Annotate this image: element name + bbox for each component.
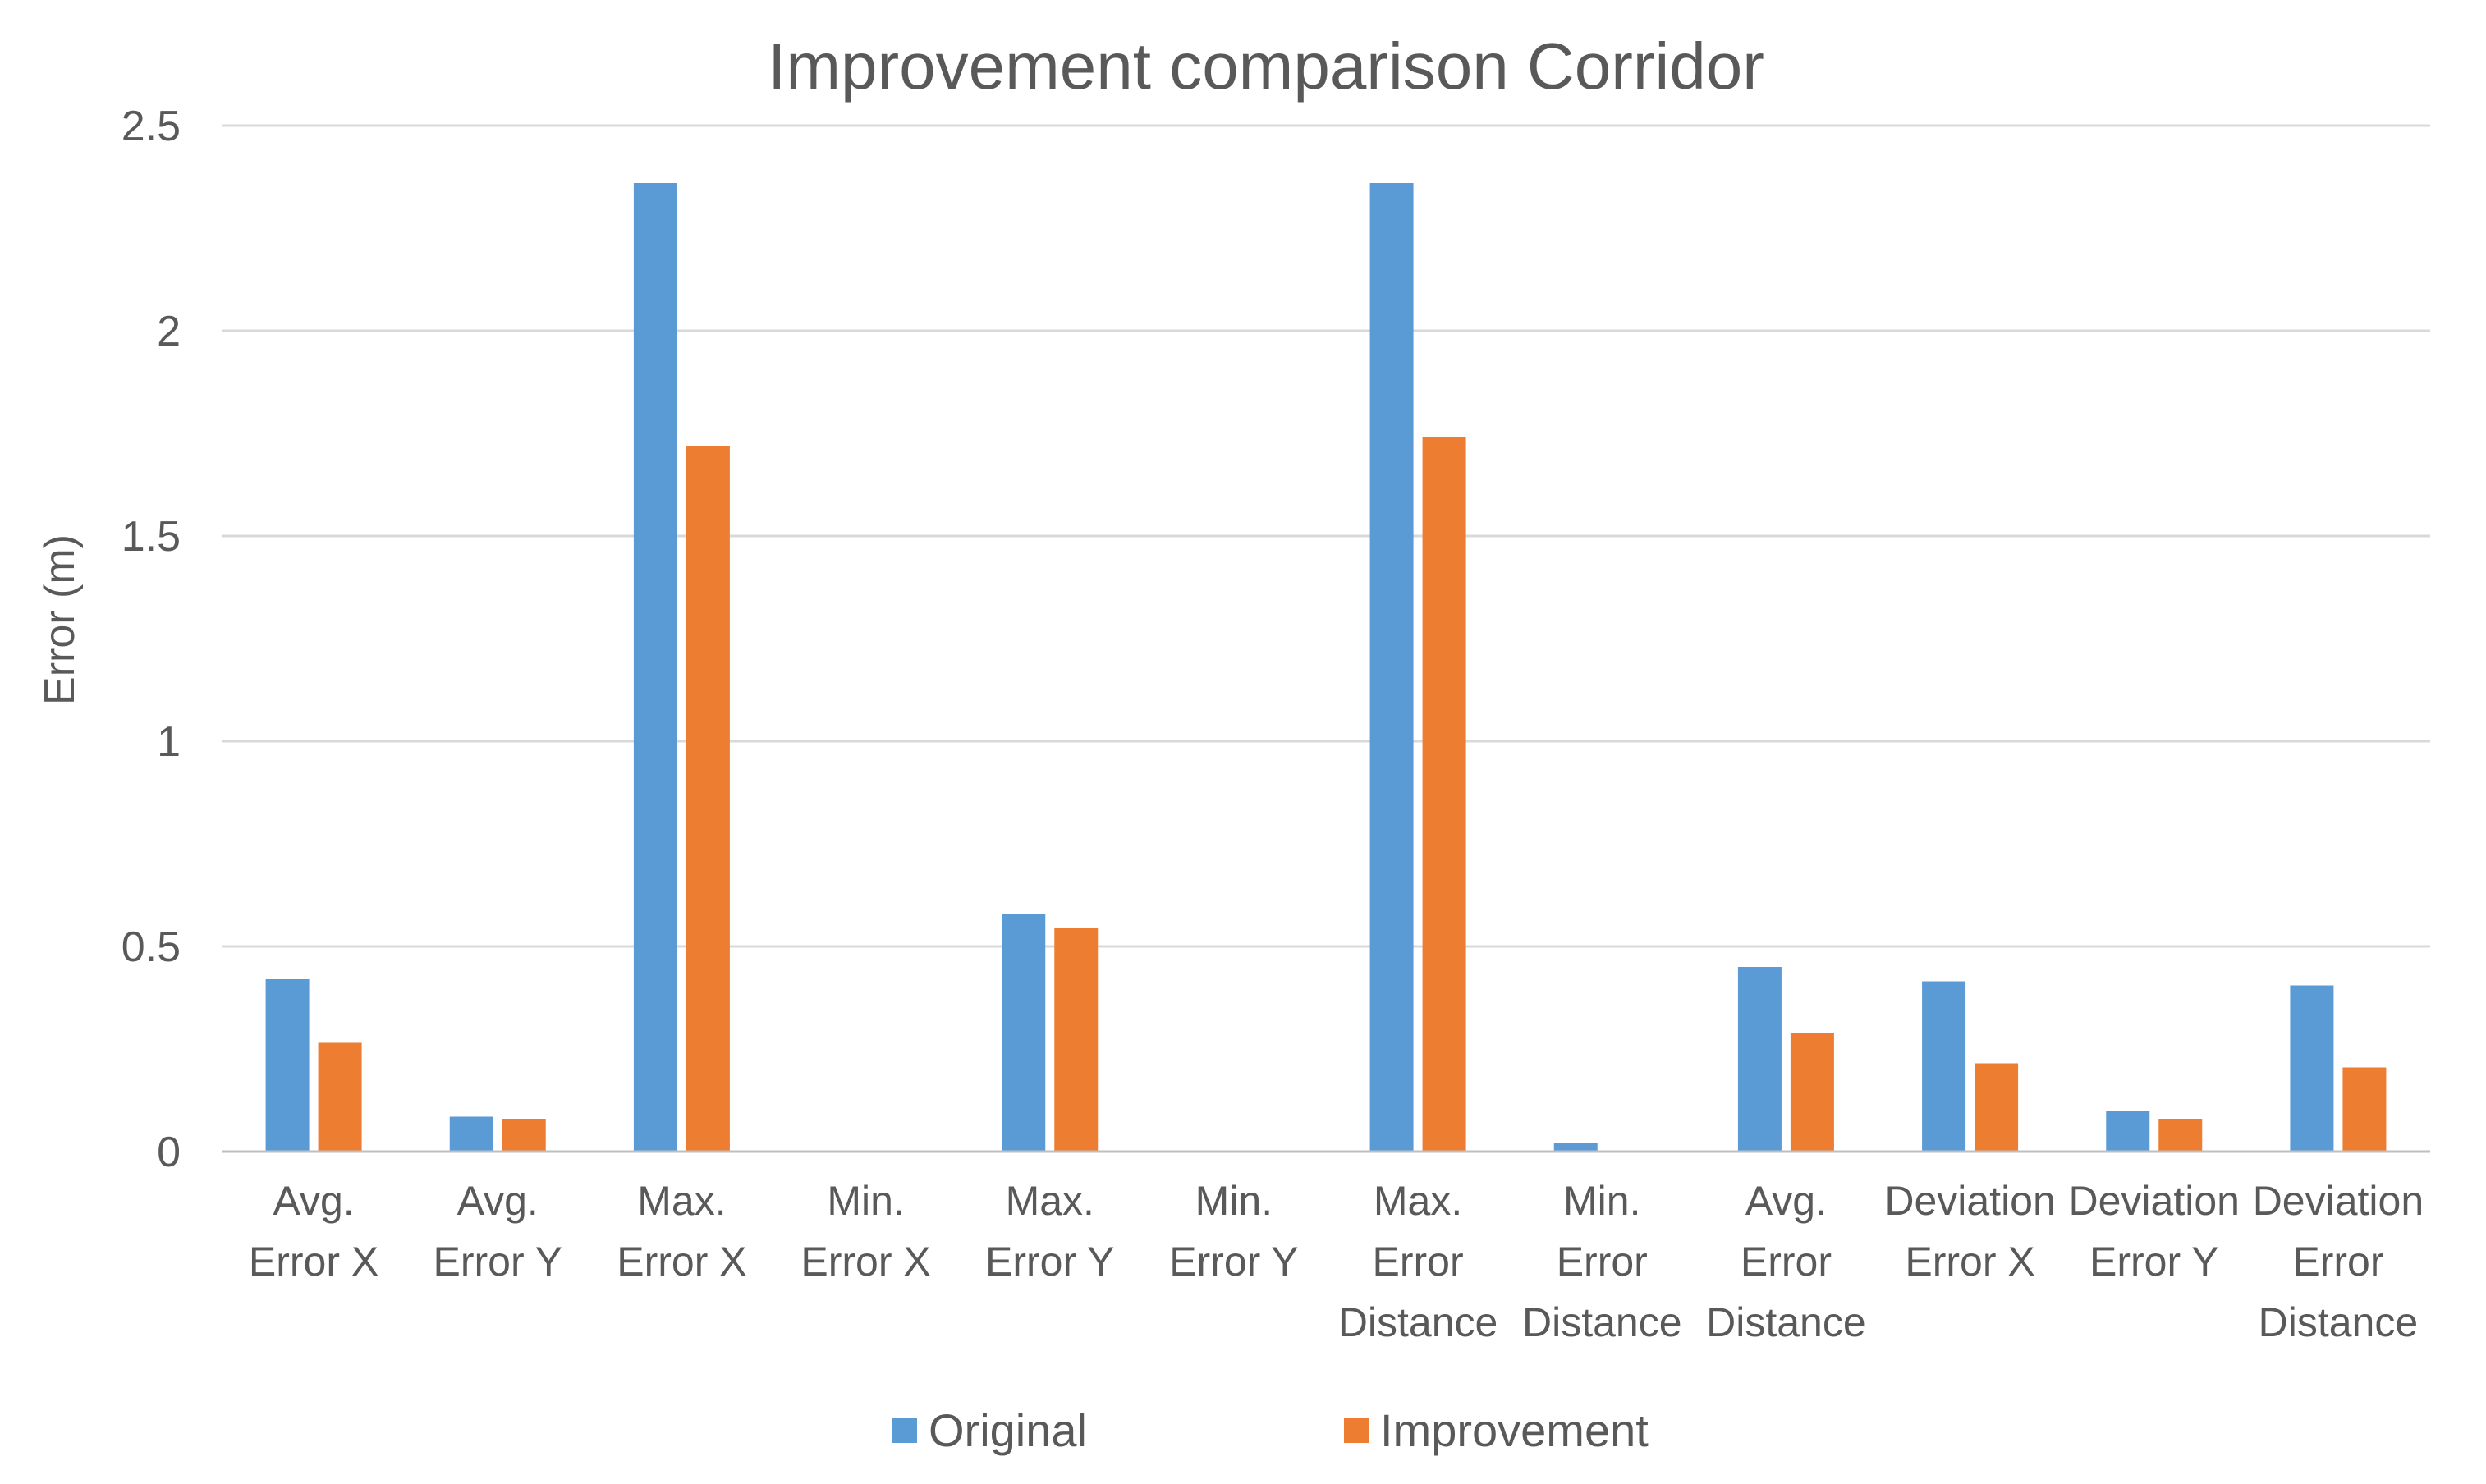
- x-tick-label: Deviation Error Y: [2069, 1178, 2240, 1285]
- bar-original-10: [2106, 1111, 2150, 1152]
- bar-original-9: [1922, 981, 1966, 1152]
- bar-original-2: [633, 183, 677, 1152]
- legend-label-improvement: Improvement: [1380, 1404, 1649, 1456]
- y-tick-label: 0.5: [122, 923, 181, 971]
- x-tick-label-line: Avg.: [1745, 1178, 1827, 1224]
- x-tick-label-line: Max.: [1006, 1178, 1094, 1224]
- x-tick-label-line: Error X: [249, 1239, 378, 1285]
- x-tick-label: Avg. Error X: [249, 1178, 378, 1285]
- x-tick-label-line: Deviation: [2069, 1178, 2240, 1224]
- bar-original-6: [1369, 183, 1414, 1152]
- x-axis-tick-labels: Avg. Error X Avg. Error Y Max. Error X Min. Err…: [249, 1178, 2424, 1345]
- x-tick-label: Avg. Error Distance: [1706, 1178, 1866, 1345]
- x-tick-label: Deviation Error Distance: [2253, 1178, 2424, 1345]
- bar-improvement-10: [2158, 1119, 2203, 1152]
- gridlines: [222, 124, 2430, 948]
- legend-label-original: Original: [929, 1404, 1087, 1456]
- y-tick-label: 0: [157, 1129, 181, 1176]
- x-tick-label-line: Distance: [2259, 1299, 2419, 1345]
- x-tick-label-line: Max.: [1374, 1178, 1462, 1224]
- bar-original-11: [2290, 985, 2334, 1152]
- x-tick-label: Min. Error X: [800, 1178, 930, 1285]
- x-tick-label-line: Error Y: [985, 1239, 1114, 1285]
- x-tick-label: Avg. Error Y: [433, 1178, 562, 1285]
- bar-improvement-1: [502, 1119, 546, 1152]
- y-tick-label: 1.5: [122, 513, 181, 561]
- x-tick-label-line: Deviation: [2253, 1178, 2424, 1224]
- x-tick-label-line: Error Y: [1169, 1239, 1298, 1285]
- bar-original-8: [1737, 967, 1782, 1152]
- bar-improvement-8: [1790, 1033, 1834, 1152]
- x-tick-label: Max. Error Y: [985, 1178, 1114, 1285]
- legend-swatch-improvement: [1344, 1418, 1369, 1443]
- bar-improvement-0: [318, 1042, 362, 1152]
- x-tick-label-line: Error: [2292, 1239, 2383, 1285]
- bar-improvement-11: [2342, 1067, 2387, 1152]
- x-tick-label-line: Avg.: [457, 1178, 539, 1224]
- y-tick-label: 1: [157, 718, 181, 766]
- bar-original-4: [1002, 914, 1046, 1152]
- x-tick-label-line: Error X: [800, 1239, 930, 1285]
- x-tick-label-line: Min.: [1563, 1178, 1640, 1224]
- x-tick-label-line: Max.: [637, 1178, 726, 1224]
- x-tick-label: Max. Error X: [617, 1178, 746, 1285]
- bar-original-0: [265, 979, 310, 1152]
- x-tick-label-line: Error Y: [433, 1239, 562, 1285]
- x-tick-label-line: Deviation: [1884, 1178, 2055, 1224]
- bar-improvement-4: [1054, 928, 1099, 1152]
- bar-original-1: [449, 1116, 493, 1152]
- x-tick-label-line: Distance: [1706, 1299, 1866, 1345]
- x-tick-label: Deviation Error X: [1884, 1178, 2055, 1285]
- bar-improvement-6: [1422, 437, 1466, 1152]
- x-tick-label-line: Min.: [1195, 1178, 1273, 1224]
- x-tick-label-line: Avg.: [273, 1178, 355, 1224]
- x-tick-label-line: Error X: [617, 1239, 746, 1285]
- x-tick-label-line: Error: [1557, 1239, 1648, 1285]
- x-tick-label-line: Error: [1741, 1239, 1832, 1285]
- x-tick-label-line: Min.: [827, 1178, 904, 1224]
- bar-original-7: [1553, 1143, 1598, 1152]
- bar-improvement-2: [686, 446, 730, 1152]
- x-tick-label: Min. Error Y: [1169, 1178, 1298, 1285]
- x-tick-label-line: Distance: [1338, 1299, 1498, 1345]
- y-tick-label: 2.5: [122, 103, 181, 150]
- chart-title: Improvement comparison Corridor: [768, 30, 1764, 103]
- y-axis-label: Error (m): [36, 534, 84, 705]
- y-tick-label: 2: [157, 308, 181, 355]
- x-tick-label-line: Error: [1373, 1239, 1464, 1285]
- bars: [265, 183, 2387, 1152]
- x-tick-label: Min. Error Distance: [1522, 1178, 1682, 1345]
- x-tick-label-line: Error Y: [2089, 1239, 2218, 1285]
- x-tick-label-line: Distance: [1522, 1299, 1682, 1345]
- y-axis-ticks: 0 0.5 1 1.5 2 2.5: [122, 103, 181, 1176]
- legend-swatch-original: [892, 1418, 917, 1443]
- bar-improvement-9: [1975, 1063, 2019, 1152]
- x-tick-label-line: Error X: [1905, 1239, 2034, 1285]
- x-tick-label: Max. Error Distance: [1338, 1178, 1498, 1345]
- legend: Original Improvement: [892, 1404, 1649, 1456]
